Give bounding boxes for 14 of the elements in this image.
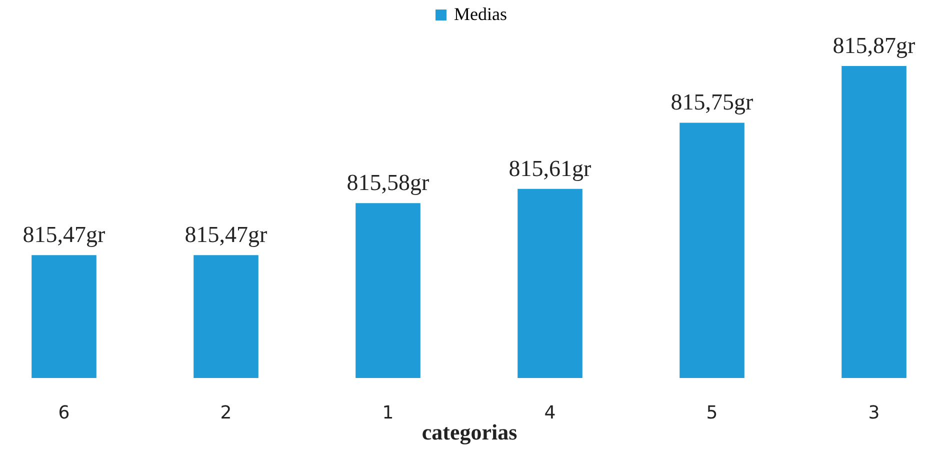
data-label: 815,75gr [670,90,754,115]
data-label: 815,47gr [22,222,106,248]
data-label: 815,87gr [832,33,916,58]
x-tick-label: 2 [220,402,232,424]
legend-label: Medias [454,4,507,24]
data-label: 815,58gr [346,170,430,196]
x-tick-label: 1 [382,402,394,424]
data-label: 815,47gr [184,222,268,248]
x-tick-label: 6 [58,402,70,424]
x-tick-label: 4 [544,402,556,424]
x-tick-label: 3 [868,402,880,424]
data-label: 815,61gr [508,156,592,181]
x-axis-title: categorias [422,420,518,444]
x-tick-label: 5 [706,402,718,424]
